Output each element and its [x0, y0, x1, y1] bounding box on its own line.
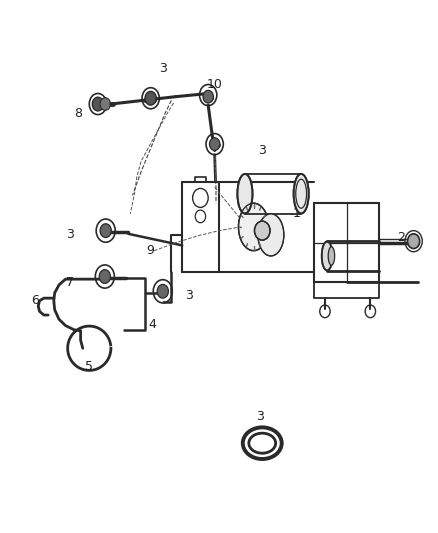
Text: 1: 1 — [293, 207, 301, 220]
Circle shape — [157, 285, 168, 298]
Text: 3: 3 — [66, 228, 74, 241]
Text: 7: 7 — [66, 276, 74, 289]
Circle shape — [92, 97, 103, 111]
Text: 8: 8 — [74, 107, 82, 120]
Text: 6: 6 — [31, 294, 39, 308]
Text: 4: 4 — [148, 318, 156, 331]
Text: 3: 3 — [159, 62, 167, 75]
Ellipse shape — [238, 203, 269, 251]
Ellipse shape — [237, 174, 253, 214]
Circle shape — [407, 234, 420, 248]
Text: 3: 3 — [258, 144, 266, 157]
Text: 2: 2 — [397, 231, 405, 244]
Circle shape — [203, 90, 213, 103]
Ellipse shape — [249, 433, 276, 453]
Ellipse shape — [321, 241, 332, 270]
Circle shape — [100, 98, 110, 110]
Circle shape — [100, 224, 111, 238]
Text: 3: 3 — [256, 410, 264, 423]
Circle shape — [209, 138, 220, 150]
Text: 3: 3 — [185, 289, 193, 302]
Circle shape — [99, 270, 110, 284]
Ellipse shape — [293, 174, 309, 214]
Text: 5: 5 — [85, 360, 93, 373]
Ellipse shape — [258, 214, 284, 256]
Circle shape — [145, 91, 156, 105]
Ellipse shape — [328, 247, 335, 265]
Text: 9: 9 — [146, 244, 154, 257]
Text: 10: 10 — [207, 78, 223, 91]
Circle shape — [254, 221, 270, 240]
